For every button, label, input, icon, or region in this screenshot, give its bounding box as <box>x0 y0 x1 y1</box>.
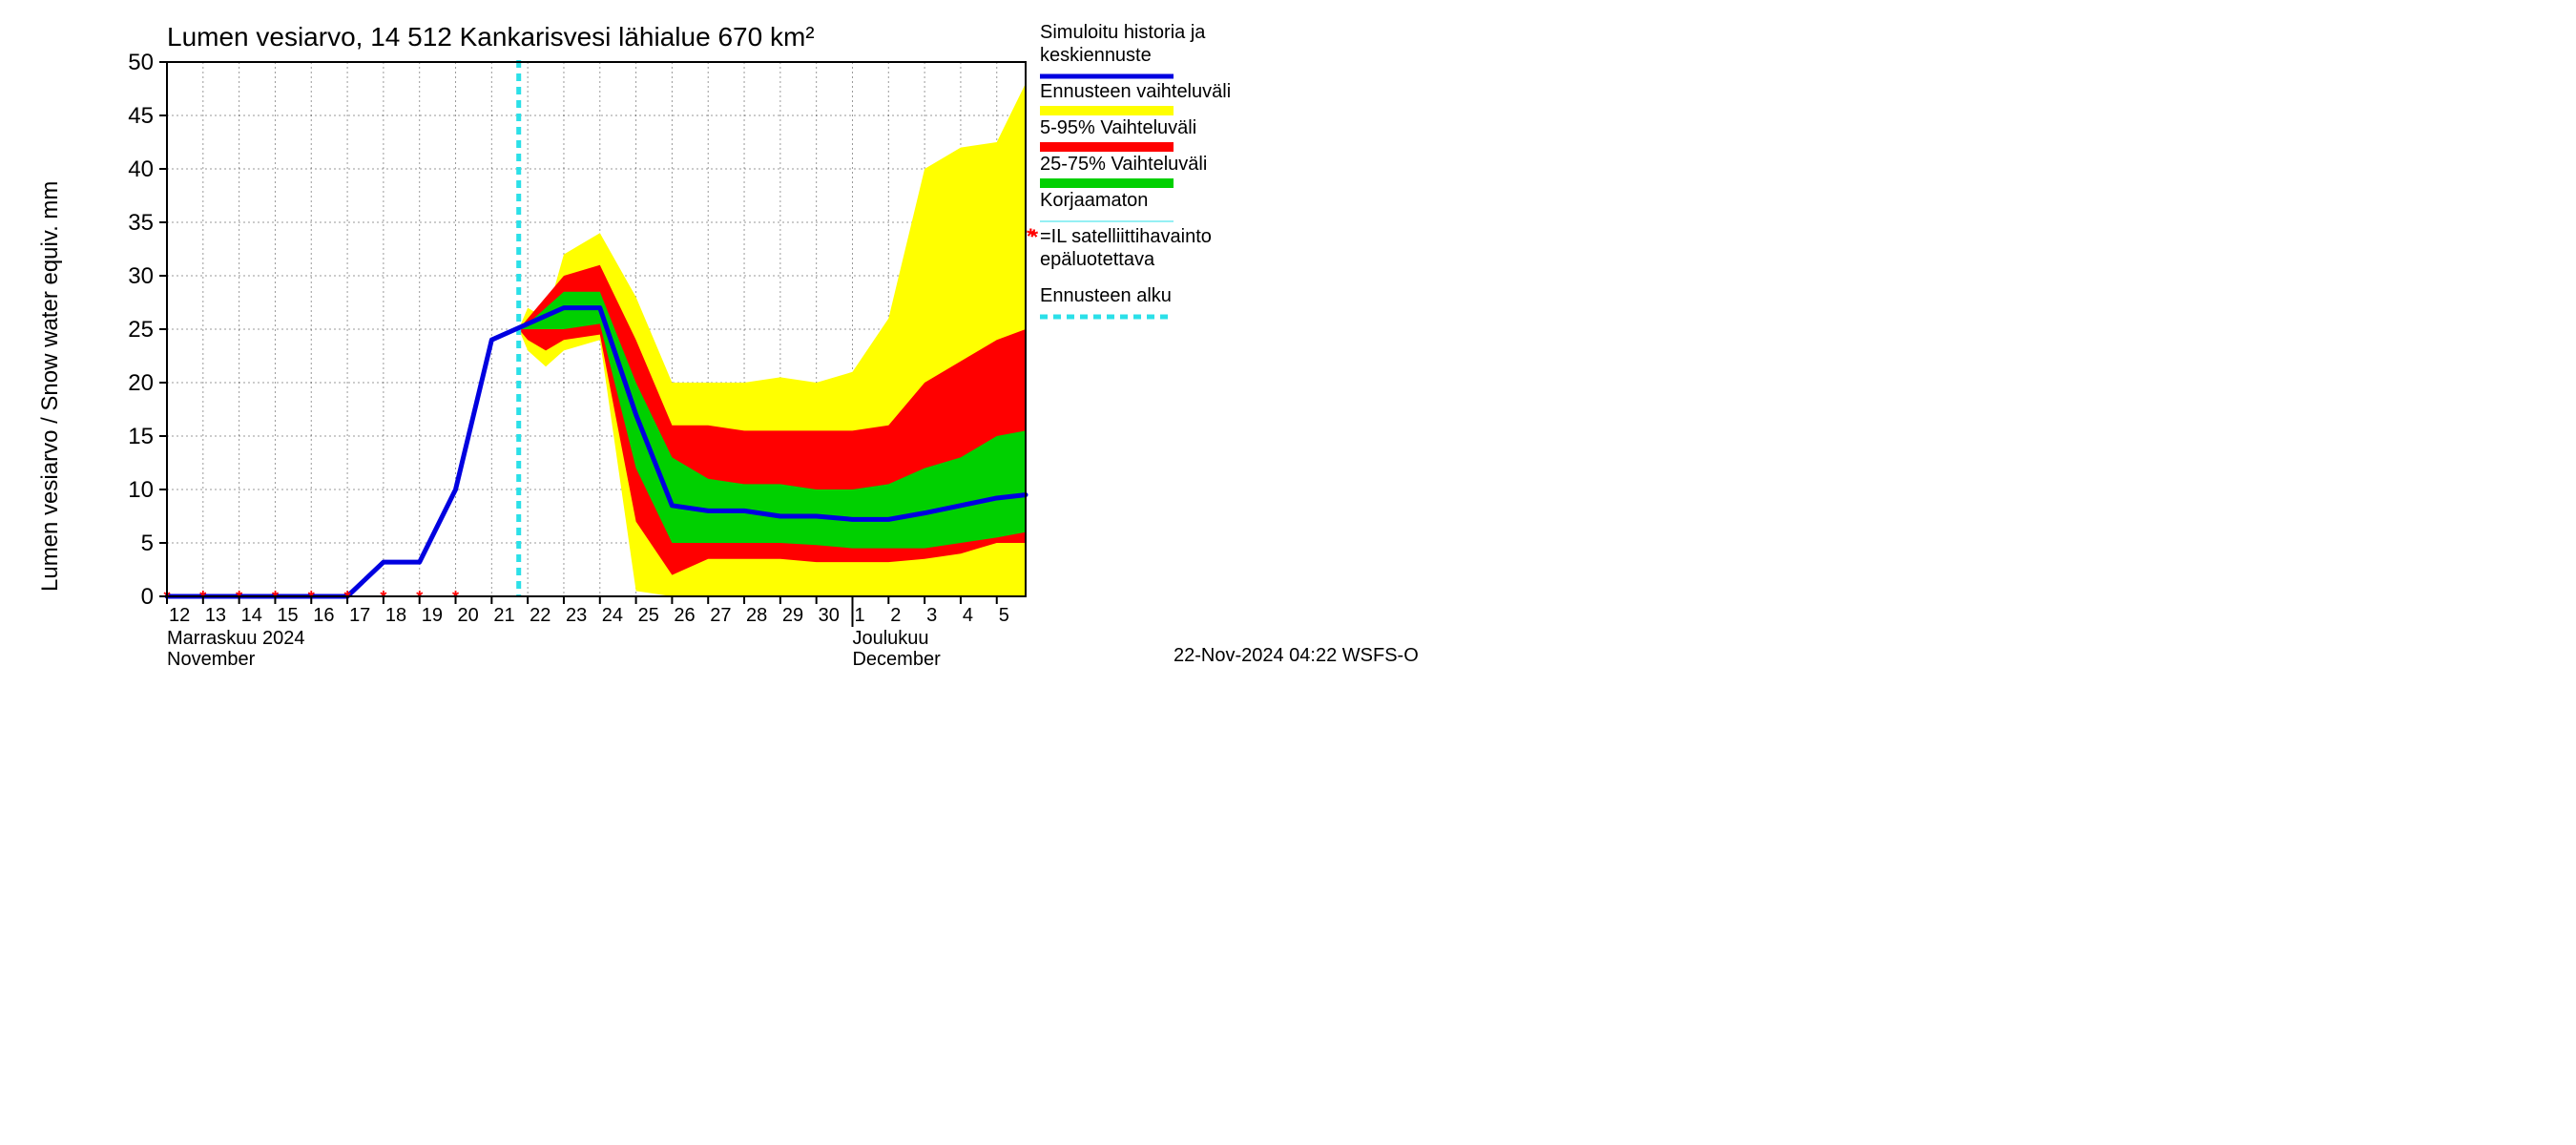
y-tick-label: 50 <box>128 50 154 75</box>
y-tick-label: 20 <box>128 370 154 396</box>
legend-label: 25-75% Vaihteluväli <box>1040 154 1207 175</box>
x-tick-label: 20 <box>458 605 479 626</box>
x-tick-label: 5 <box>999 605 1009 626</box>
x-tick-label: 24 <box>602 605 623 626</box>
x-tick-label: 12 <box>169 605 190 626</box>
legend-label: =IL satelliittihavainto <box>1040 226 1212 247</box>
y-tick-label: 5 <box>141 531 154 556</box>
legend-swatch-icon <box>1040 178 1174 188</box>
x-tick-label: 3 <box>926 605 937 626</box>
y-tick-label: 35 <box>128 210 154 236</box>
chart-svg: *********0510152025303540455012131415161… <box>0 0 1450 725</box>
x-tick-label: 14 <box>241 605 262 626</box>
legend-swatch-icon <box>1040 106 1174 115</box>
x-tick-label: 23 <box>566 605 587 626</box>
x-tick-label: 25 <box>638 605 659 626</box>
month-label-bottom: November <box>167 649 256 670</box>
x-tick-label: 26 <box>674 605 695 626</box>
y-tick-label: 15 <box>128 424 154 449</box>
x-tick-label: 13 <box>205 605 226 626</box>
x-tick-label: 30 <box>819 605 840 626</box>
x-tick-label: 16 <box>313 605 334 626</box>
legend-label: Ennusteen vaihteluväli <box>1040 81 1231 102</box>
x-tick-label: 18 <box>385 605 406 626</box>
month-label-top: Marraskuu 2024 <box>167 628 305 649</box>
x-tick-label: 22 <box>530 605 551 626</box>
legend-label: epäluotettava <box>1040 249 1155 270</box>
legend-marker-icon: * <box>1027 224 1035 248</box>
x-tick-label: 29 <box>782 605 803 626</box>
y-tick-label: 40 <box>128 156 154 182</box>
x-tick-label: 28 <box>746 605 767 626</box>
footer-timestamp: 22-Nov-2024 04:22 WSFS-O <box>1174 645 1419 666</box>
legend-label: Simuloitu historia ja <box>1040 22 1206 43</box>
y-tick-label: 0 <box>141 584 154 610</box>
chart-container: *********0510152025303540455012131415161… <box>0 0 1450 725</box>
month-label-bottom: December <box>852 649 941 670</box>
legend-label: keskiennuste <box>1040 45 1152 66</box>
chart-title: Lumen vesiarvo, 14 512 Kankarisvesi lähi… <box>167 22 815 52</box>
month-label-top: Joulukuu <box>852 628 928 649</box>
x-tick-label: 15 <box>277 605 298 626</box>
y-tick-label: 30 <box>128 263 154 289</box>
legend-label: Ennusteen alku <box>1040 285 1172 306</box>
x-tick-label: 1 <box>854 605 864 626</box>
y-tick-label: 25 <box>128 317 154 343</box>
x-tick-label: 19 <box>422 605 443 626</box>
y-tick-label: 45 <box>128 103 154 129</box>
x-tick-label: 21 <box>493 605 514 626</box>
x-tick-label: 4 <box>963 605 973 626</box>
legend-swatch-icon <box>1040 142 1174 152</box>
y-tick-label: 10 <box>128 477 154 503</box>
legend-label: 5-95% Vaihteluväli <box>1040 117 1196 138</box>
x-tick-label: 17 <box>349 605 370 626</box>
legend-label: Korjaamaton <box>1040 190 1148 211</box>
x-tick-label: 2 <box>890 605 901 626</box>
x-tick-label: 27 <box>710 605 731 626</box>
y-axis-label: Lumen vesiarvo / Snow water equiv. mm <box>37 181 63 592</box>
